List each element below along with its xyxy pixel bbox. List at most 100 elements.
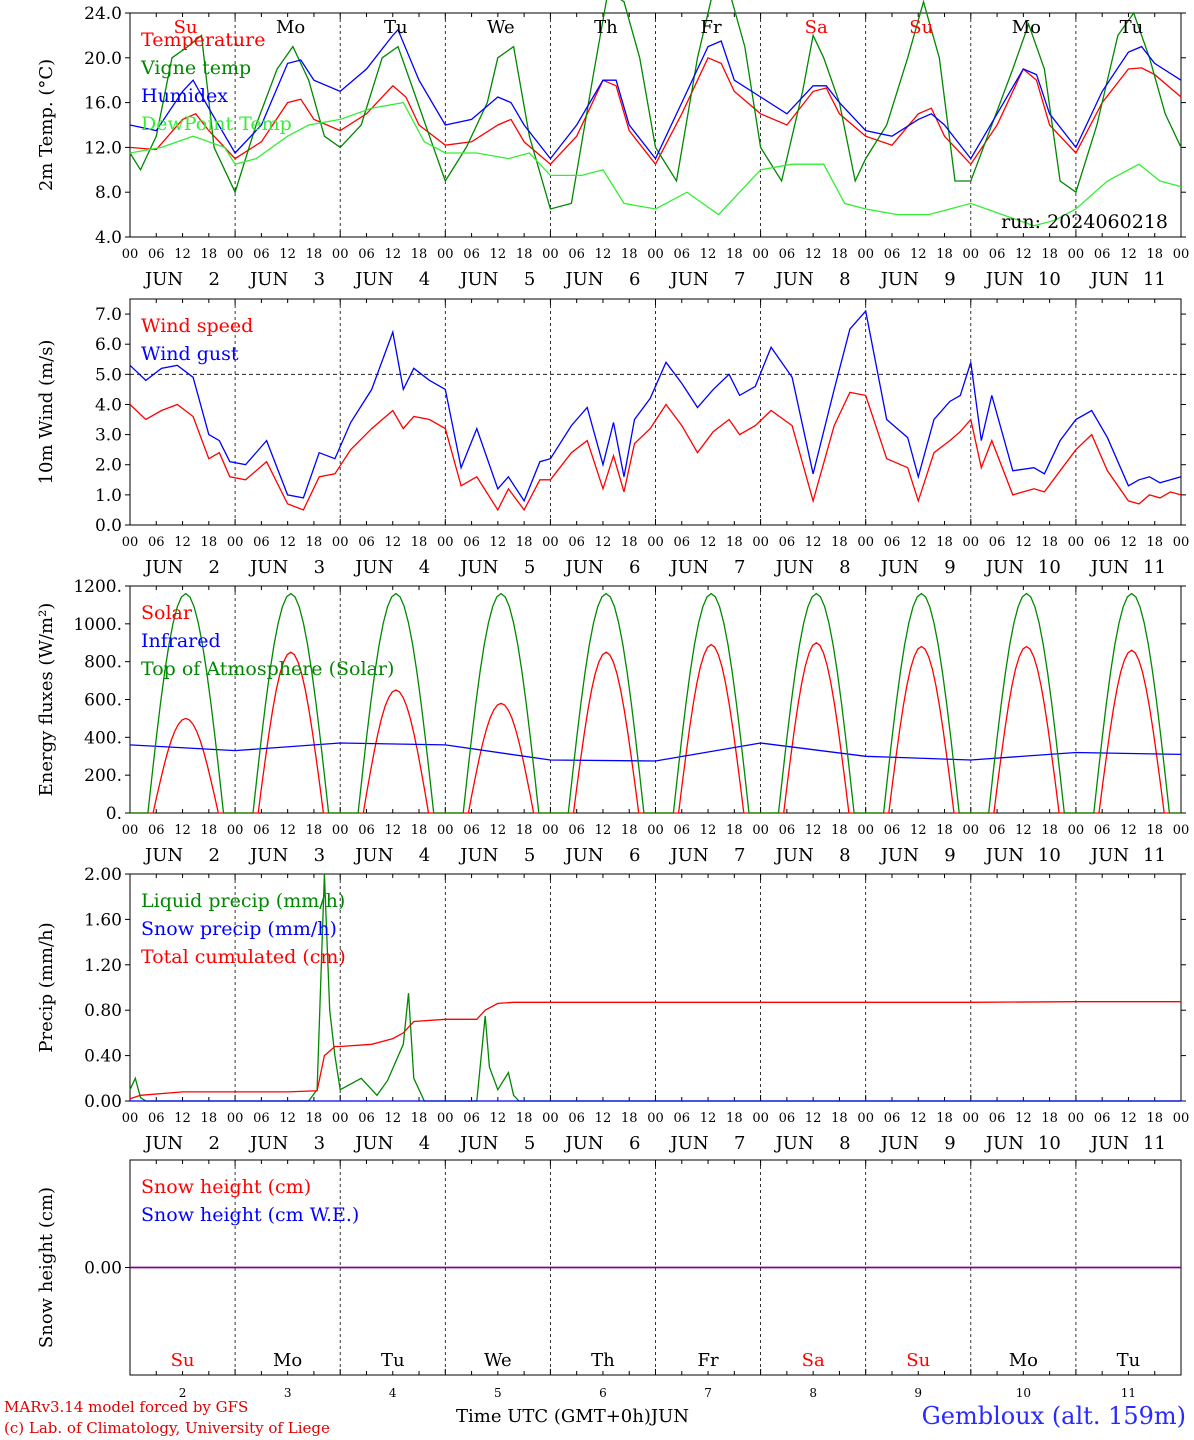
x-hour-label: 00 xyxy=(437,247,454,262)
x-month-label: JUN xyxy=(563,1133,603,1154)
weekday-label-bottom: Su xyxy=(171,1350,195,1371)
x-day-label: 11 xyxy=(1143,845,1166,866)
x-month-label: JUN xyxy=(774,845,814,866)
x-hour-label: 06 xyxy=(884,823,901,838)
legend-entry: Top of Atmosphere (Solar) xyxy=(141,658,394,680)
x-hour-label: 18 xyxy=(621,823,638,838)
series-line-vigne-temp xyxy=(129,0,1182,210)
x-month-label: JUN xyxy=(1089,269,1129,290)
x-month-label: JUN xyxy=(774,269,814,290)
x-day-label: 2 xyxy=(209,557,220,578)
y-tick-label: 24.0 xyxy=(84,4,122,24)
x-day-label: 11 xyxy=(1143,557,1166,578)
x-hour-label: 06 xyxy=(568,1111,585,1126)
x-hour-label: 00 xyxy=(1173,535,1190,550)
x-hour-label: 18 xyxy=(516,1111,533,1126)
x-month-label: JUN xyxy=(774,557,814,578)
weekday-label-bottom: Tu xyxy=(1117,1350,1141,1371)
x-month-label: JUN xyxy=(353,1133,393,1154)
x-hour-label: 18 xyxy=(201,1111,218,1126)
x-day-label: 6 xyxy=(629,557,640,578)
x-month-label: JUN xyxy=(143,1133,183,1154)
x-hour-label: 00 xyxy=(647,247,664,262)
x-hour-label: 12 xyxy=(805,535,822,550)
x-day-label: 11 xyxy=(1143,269,1166,290)
x-day-label: 4 xyxy=(419,1133,430,1154)
weekday-label-bottom: Fr xyxy=(698,1350,719,1371)
x-day-label: 2 xyxy=(209,269,220,290)
x-hour-label: 06 xyxy=(884,247,901,262)
x-month-label: JUN xyxy=(248,1133,288,1154)
x-day-label: 4 xyxy=(419,269,430,290)
x-hour-label: 18 xyxy=(831,823,848,838)
x-hour-label: 00 xyxy=(752,535,769,550)
legend-entry: Wind speed xyxy=(141,315,253,337)
x-month-label: JUN xyxy=(984,1133,1024,1154)
x-day-label: 4 xyxy=(419,845,430,866)
x-month-label: JUN xyxy=(143,845,183,866)
weekday-label-top: Su xyxy=(909,17,933,38)
y-tick-label: 6.0 xyxy=(95,335,122,355)
x-hour-label: 06 xyxy=(148,247,165,262)
x-hour-label: 00 xyxy=(542,823,559,838)
x-month-label: JUN xyxy=(458,269,498,290)
y-tick-label: 200. xyxy=(84,766,122,786)
x-hour-label: 18 xyxy=(516,247,533,262)
x-hour-label: 00 xyxy=(752,247,769,262)
legend-entry: Snow height (cm) xyxy=(141,1176,311,1198)
y-tick-label: 400. xyxy=(84,728,122,748)
x-hour-label: 06 xyxy=(253,1111,270,1126)
panel-3 xyxy=(125,873,1186,1102)
day-number-label: 5 xyxy=(494,1386,502,1400)
x-hour-label: 00 xyxy=(963,247,980,262)
x-hour-label: 12 xyxy=(384,535,401,550)
x-hour-label: 18 xyxy=(936,247,953,262)
x-hour-label: 12 xyxy=(490,823,507,838)
series-line-humidex xyxy=(129,28,1182,160)
x-hour-label: 12 xyxy=(279,1111,296,1126)
x-hour-label: 12 xyxy=(279,535,296,550)
x-day-label: 5 xyxy=(524,557,535,578)
x-hour-label: 18 xyxy=(201,535,218,550)
x-month-label: JUN xyxy=(353,845,393,866)
y-tick-label: 600. xyxy=(84,691,122,711)
day-number-label: 11 xyxy=(1121,1386,1136,1400)
x-hour-label: 12 xyxy=(1015,247,1032,262)
x-hour-label: 00 xyxy=(332,247,349,262)
y-tick-label: 8.0 xyxy=(95,183,122,203)
x-hour-label: 18 xyxy=(831,535,848,550)
y-tick-label: 1.20 xyxy=(84,956,122,976)
x-month-label: JUN xyxy=(1089,845,1129,866)
x-hour-label: 18 xyxy=(411,535,428,550)
x-hour-label: 12 xyxy=(174,1111,191,1126)
x-hour-label: 18 xyxy=(306,247,323,262)
x-hour-label: 12 xyxy=(700,535,717,550)
x-day-label: 3 xyxy=(314,1133,325,1154)
day-number-label: 2 xyxy=(179,1386,187,1400)
x-hour-label: 00 xyxy=(857,823,874,838)
x-hour-label: 06 xyxy=(253,247,270,262)
x-hour-label: 18 xyxy=(726,1111,743,1126)
x-day-label: 8 xyxy=(839,1133,850,1154)
x-hour-label: 00 xyxy=(542,247,559,262)
x-day-label: 3 xyxy=(314,845,325,866)
x-hour-label: 18 xyxy=(621,1111,638,1126)
x-hour-label: 00 xyxy=(857,1111,874,1126)
x-month-label: JUN xyxy=(563,845,603,866)
series-line-temperature xyxy=(129,56,1182,166)
legend-entry: Total cumulated (cm) xyxy=(141,946,346,968)
x-day-label: 7 xyxy=(734,269,745,290)
x-hour-label: 18 xyxy=(936,823,953,838)
weekday-label-top: Tu xyxy=(1120,17,1144,38)
x-hour-label: 12 xyxy=(595,247,612,262)
x-day-label: 5 xyxy=(524,269,535,290)
x-day-label: 5 xyxy=(524,845,535,866)
y-tick-label: 16.0 xyxy=(84,94,122,114)
x-day-label: 9 xyxy=(944,1133,955,1154)
x-hour-label: 18 xyxy=(411,823,428,838)
x-hour-label: 12 xyxy=(1015,535,1032,550)
x-hour-label: 06 xyxy=(463,823,480,838)
legend-entry: Liquid precip (mm/h) xyxy=(141,890,345,912)
x-hour-label: 06 xyxy=(358,535,375,550)
x-month-label: JUN xyxy=(1089,1133,1129,1154)
